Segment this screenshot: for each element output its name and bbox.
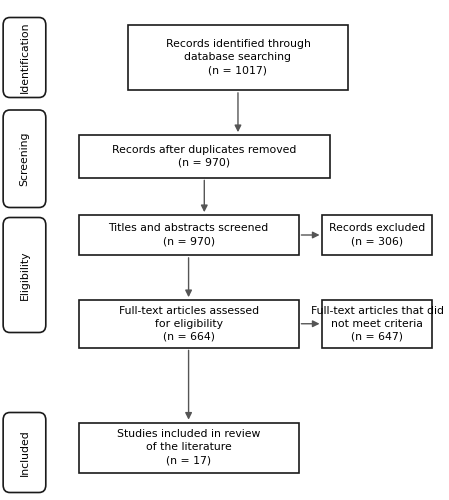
Text: Titles and abstracts screened
(n = 970): Titles and abstracts screened (n = 970) — [109, 224, 269, 246]
Text: Records identified through
database searching
(n = 1017): Records identified through database sear… — [166, 40, 310, 76]
Text: Screening: Screening — [19, 132, 30, 186]
Text: Full-text articles that did
not meet criteria
(n = 647): Full-text articles that did not meet cri… — [311, 306, 444, 342]
FancyBboxPatch shape — [79, 422, 299, 472]
Text: Eligibility: Eligibility — [19, 250, 30, 300]
FancyBboxPatch shape — [3, 218, 46, 332]
Text: Identification: Identification — [19, 22, 30, 93]
FancyBboxPatch shape — [128, 25, 348, 90]
FancyBboxPatch shape — [322, 300, 432, 348]
FancyBboxPatch shape — [79, 135, 330, 178]
Text: Studies included in review
of the literature
(n = 17): Studies included in review of the litera… — [117, 430, 260, 466]
FancyBboxPatch shape — [322, 215, 432, 255]
FancyBboxPatch shape — [3, 18, 46, 98]
FancyBboxPatch shape — [3, 412, 46, 492]
Text: Included: Included — [19, 429, 30, 476]
FancyBboxPatch shape — [3, 110, 46, 208]
Text: Records excluded
(n = 306): Records excluded (n = 306) — [329, 224, 426, 246]
Text: Records after duplicates removed
(n = 970): Records after duplicates removed (n = 97… — [112, 144, 296, 168]
Text: Full-text articles assessed
for eligibility
(n = 664): Full-text articles assessed for eligibil… — [119, 306, 259, 342]
FancyBboxPatch shape — [79, 300, 299, 348]
FancyBboxPatch shape — [79, 215, 299, 255]
